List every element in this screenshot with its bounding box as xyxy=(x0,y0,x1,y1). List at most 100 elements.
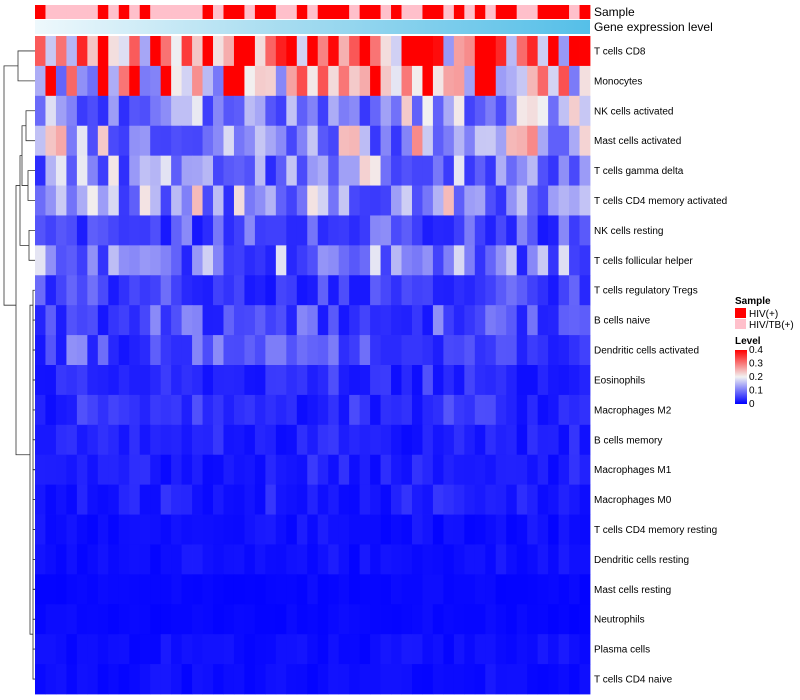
heatmap-cell xyxy=(254,275,266,306)
heatmap-cell xyxy=(391,155,402,186)
heatmap-cell xyxy=(338,484,350,515)
heatmap-cell xyxy=(401,484,413,515)
sample-annotation-cell xyxy=(474,5,486,19)
heatmap-cell xyxy=(401,305,413,336)
heatmap-cell xyxy=(87,185,99,216)
heatmap-cell xyxy=(359,215,371,246)
heatmap-cell xyxy=(422,365,434,396)
heatmap-cell xyxy=(233,664,245,695)
heatmap-cell xyxy=(223,574,235,605)
heatmap-cell xyxy=(401,664,413,695)
heatmap-cell xyxy=(548,275,559,306)
heatmap-cell xyxy=(97,95,109,127)
sample-annotation-cell xyxy=(506,5,518,19)
heatmap-cell xyxy=(411,544,423,575)
heatmap-cell xyxy=(286,394,298,426)
heatmap-cell xyxy=(307,215,319,246)
sample-legend-title: Sample xyxy=(735,296,771,307)
heatmap-cell xyxy=(275,484,287,515)
heatmap-cell xyxy=(213,335,224,366)
heatmap-cell xyxy=(307,454,319,486)
heatmap-cell xyxy=(55,275,67,306)
heatmap-cell xyxy=(35,365,46,396)
heatmap-cell xyxy=(223,305,235,336)
heatmap-cell xyxy=(474,424,486,456)
heatmap-cell xyxy=(338,95,350,127)
heatmap-cell xyxy=(579,424,591,456)
heatmap-cell xyxy=(370,544,381,575)
heatmap-cell xyxy=(495,185,507,216)
heatmap-cell xyxy=(432,185,444,216)
heatmap-cell xyxy=(391,634,402,665)
heatmap-cell xyxy=(569,95,580,127)
heatmap-cell xyxy=(338,155,350,186)
heatmap-cell xyxy=(233,604,245,635)
heatmap-cell xyxy=(244,634,256,665)
heatmap-cell xyxy=(370,664,381,695)
heatmap-cell xyxy=(432,305,444,336)
heatmap-cell xyxy=(569,394,580,426)
heatmap-cell xyxy=(129,634,141,665)
heatmap-cell xyxy=(139,454,151,486)
dendrogram-branch xyxy=(32,588,35,620)
heatmap-cell xyxy=(76,155,88,186)
heatmap-cell xyxy=(516,185,528,216)
heatmap-cell xyxy=(548,424,559,456)
heatmap-cell xyxy=(233,125,245,157)
heatmap-cell xyxy=(129,484,141,515)
row-label: T cells regulatory Tregs xyxy=(594,286,698,297)
heatmap-cell xyxy=(558,544,570,575)
heatmap-cell xyxy=(66,424,78,456)
heatmap-cell xyxy=(495,394,507,426)
heatmap-cell xyxy=(223,634,235,665)
heatmap-cell xyxy=(537,514,549,545)
heatmap-cell xyxy=(265,454,277,486)
heatmap-cell xyxy=(87,65,99,97)
heatmap-cell xyxy=(516,275,528,306)
heatmap-cell xyxy=(233,95,245,127)
heatmap-cell xyxy=(55,36,67,67)
heatmap-cell xyxy=(244,65,256,97)
heatmap-cell xyxy=(391,95,402,127)
heatmap-cell xyxy=(223,514,235,545)
heatmap-cell xyxy=(275,215,287,246)
heatmap-cell xyxy=(370,305,381,336)
heatmap-cell xyxy=(527,95,539,127)
heatmap-cell xyxy=(349,424,361,456)
heatmap-cell xyxy=(296,664,308,695)
heatmap-cell xyxy=(359,544,371,575)
heatmap-cell xyxy=(192,574,203,605)
heatmap-cell xyxy=(192,335,203,366)
heatmap-cell xyxy=(495,634,507,665)
heatmap-cell xyxy=(328,125,340,157)
heatmap-cell xyxy=(495,36,507,67)
heatmap-cell xyxy=(474,155,486,186)
heatmap-cell xyxy=(432,424,444,456)
heatmap-cell xyxy=(485,454,497,486)
row-label: T cells CD4 memory activated xyxy=(594,196,727,207)
heatmap-cell xyxy=(338,514,350,545)
heatmap-cell xyxy=(139,365,151,396)
heatmap-cell xyxy=(171,155,182,186)
heatmap-cell xyxy=(370,215,381,246)
heatmap-cell xyxy=(76,574,88,605)
heatmap-cell xyxy=(422,305,434,336)
heatmap-cell xyxy=(548,484,559,515)
heatmap-cell xyxy=(548,634,559,665)
heatmap-cell xyxy=(411,365,423,396)
heatmap-cell xyxy=(432,574,444,605)
heatmap-cell xyxy=(213,36,224,67)
heatmap-cell xyxy=(569,155,580,186)
heatmap-cell xyxy=(139,245,151,276)
heatmap-cell xyxy=(443,484,455,515)
heatmap-cell xyxy=(527,215,539,246)
heatmap-cell xyxy=(87,394,99,426)
heatmap-cell xyxy=(160,245,172,276)
heatmap-cell xyxy=(307,305,319,336)
heatmap-cell xyxy=(537,424,549,456)
heatmap-cell xyxy=(150,574,162,605)
heatmap-cell xyxy=(213,664,224,695)
heatmap-cell xyxy=(474,514,486,545)
heatmap-cell xyxy=(97,484,109,515)
heatmap-cell xyxy=(370,484,381,515)
